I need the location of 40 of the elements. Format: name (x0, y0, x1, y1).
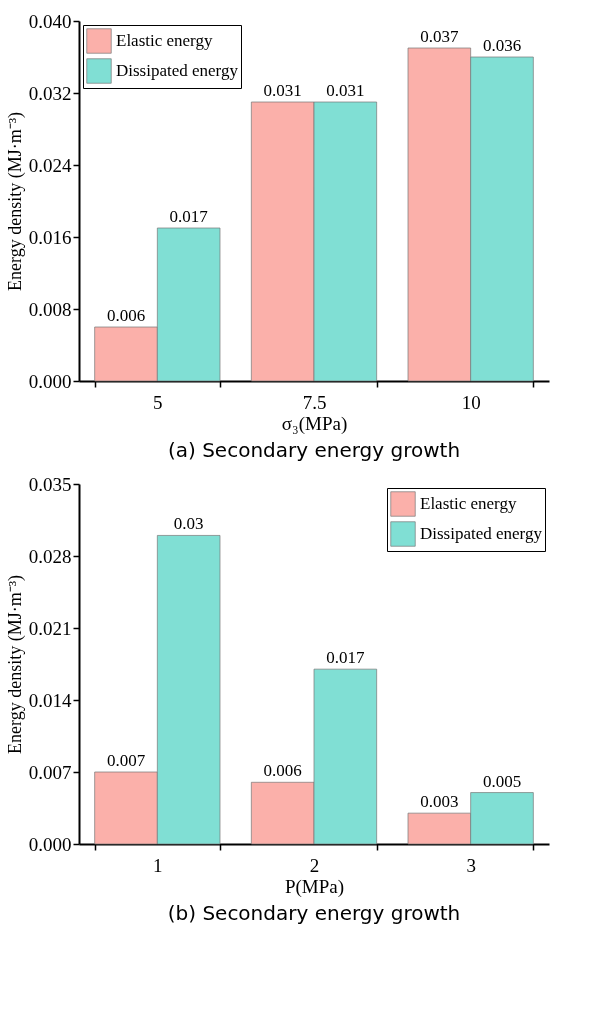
data-label: 0.017 (326, 648, 365, 668)
data-label: 0.006 (263, 761, 302, 781)
data-label: 0.037 (420, 27, 459, 46)
y-tick-label: 0.014 (28, 689, 72, 711)
x-tick-label: 2 (309, 854, 320, 876)
x-axis-title: σ₃(MPa) (281, 412, 348, 435)
y-tick-label: 0.040 (28, 10, 72, 32)
data-label: 0.031 (326, 81, 365, 100)
y-tick-label: 0.016 (28, 226, 72, 248)
data-label: 0.036 (482, 36, 522, 55)
y-tick-label: 0.032 (28, 82, 72, 104)
y-tick-label: 0.008 (28, 298, 72, 320)
text: (a) Secondary energy growth (167, 438, 461, 462)
legend-label: Dissipated energy (116, 61, 239, 80)
text: (b) Secondary energy growth (167, 901, 461, 925)
x-tick-label: 7.5 (302, 391, 327, 413)
y-axis-title: Energy density (MJ·m⁻³) (4, 574, 26, 755)
y-tick-label: 0.007 (28, 761, 72, 783)
data-label: 0.005 (482, 771, 522, 791)
data-label: 0.006 (106, 306, 146, 325)
x-tick-label: 1 (153, 854, 163, 876)
data-label: 0.007 (106, 751, 146, 770)
x-axis-title: P(MPa) (284, 875, 345, 898)
y-tick-label: 0.035 (28, 473, 72, 495)
y-tick-label: 0.021 (28, 617, 72, 639)
y-tick-label: 0.024 (28, 154, 72, 176)
y-axis-title: Energy density (MJ·m⁻³) (4, 111, 26, 292)
legend-label: Elastic energy (116, 31, 213, 50)
y-tick-label: 0.000 (28, 370, 72, 392)
y-tick-label: 0.000 (28, 833, 72, 855)
data-label: 0.017 (169, 207, 209, 226)
data-label: 0.031 (263, 81, 302, 100)
data-label: 0.003 (420, 792, 459, 812)
x-tick-label: 5 (153, 391, 163, 413)
y-tick-label: 0.028 (28, 545, 72, 567)
data-label: 0.03 (173, 514, 204, 534)
x-tick-label: 3 (466, 854, 476, 876)
legend-label: Dissipated energy (420, 524, 543, 543)
x-tick-label: 10 (461, 391, 481, 413)
legend-label: Elastic energy (420, 494, 517, 513)
